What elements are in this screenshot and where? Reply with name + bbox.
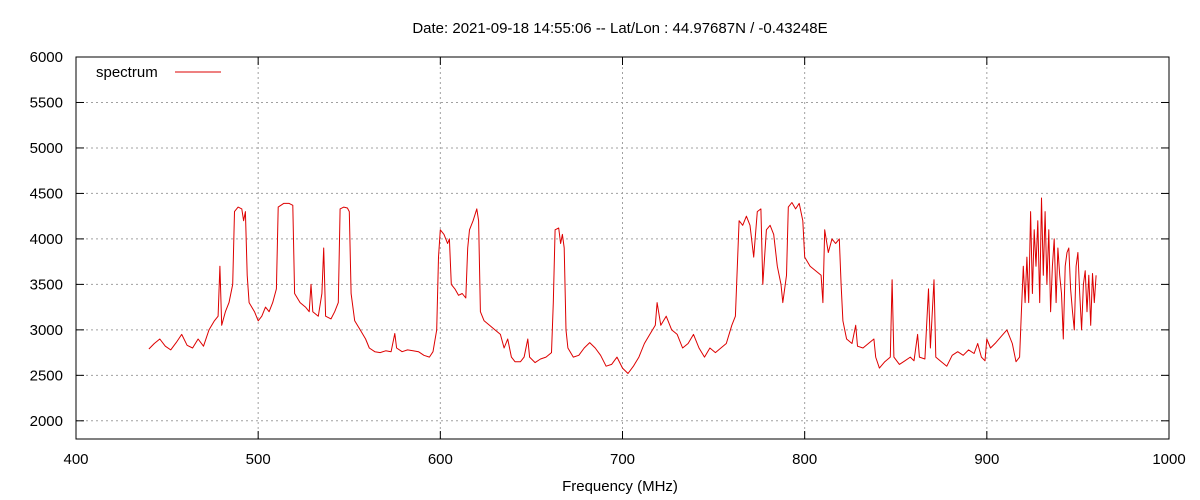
x-tick-label: 500 (246, 451, 271, 468)
axis-ticks: 400 500 600 700 800 900 1000 2000 2500 3000 3500 40… (30, 49, 1186, 468)
x-tick-label: 800 (792, 451, 817, 468)
series-line-spectrum (148, 197, 1097, 374)
y-tick-label: 5500 (30, 94, 63, 111)
x-tick-label: 400 (63, 451, 88, 468)
series-group (148, 197, 1097, 374)
y-tick-label: 4000 (30, 231, 63, 248)
y-tick-label: 6000 (30, 49, 63, 66)
y-tick-label: 3000 (30, 322, 63, 339)
y-tick-label: 3500 (30, 276, 63, 293)
x-tick-label: 1000 (1152, 451, 1185, 468)
legend-label: spectrum (96, 64, 158, 81)
y-tick-label: 4500 (30, 185, 63, 202)
x-axis-label: Frequency (MHz) (562, 478, 678, 495)
chart-title: Date: 2021-09-18 14:55:06 -- Lat/Lon : 4… (412, 20, 827, 37)
x-tick-label: 700 (610, 451, 635, 468)
grid (76, 57, 1169, 439)
x-tick-label: 600 (428, 451, 453, 468)
legend: spectrum (96, 64, 221, 81)
y-tick-label: 2000 (30, 413, 63, 430)
y-tick-label: 2500 (30, 367, 63, 384)
x-tick-label: 900 (974, 451, 999, 468)
y-tick-label: 5000 (30, 140, 63, 157)
